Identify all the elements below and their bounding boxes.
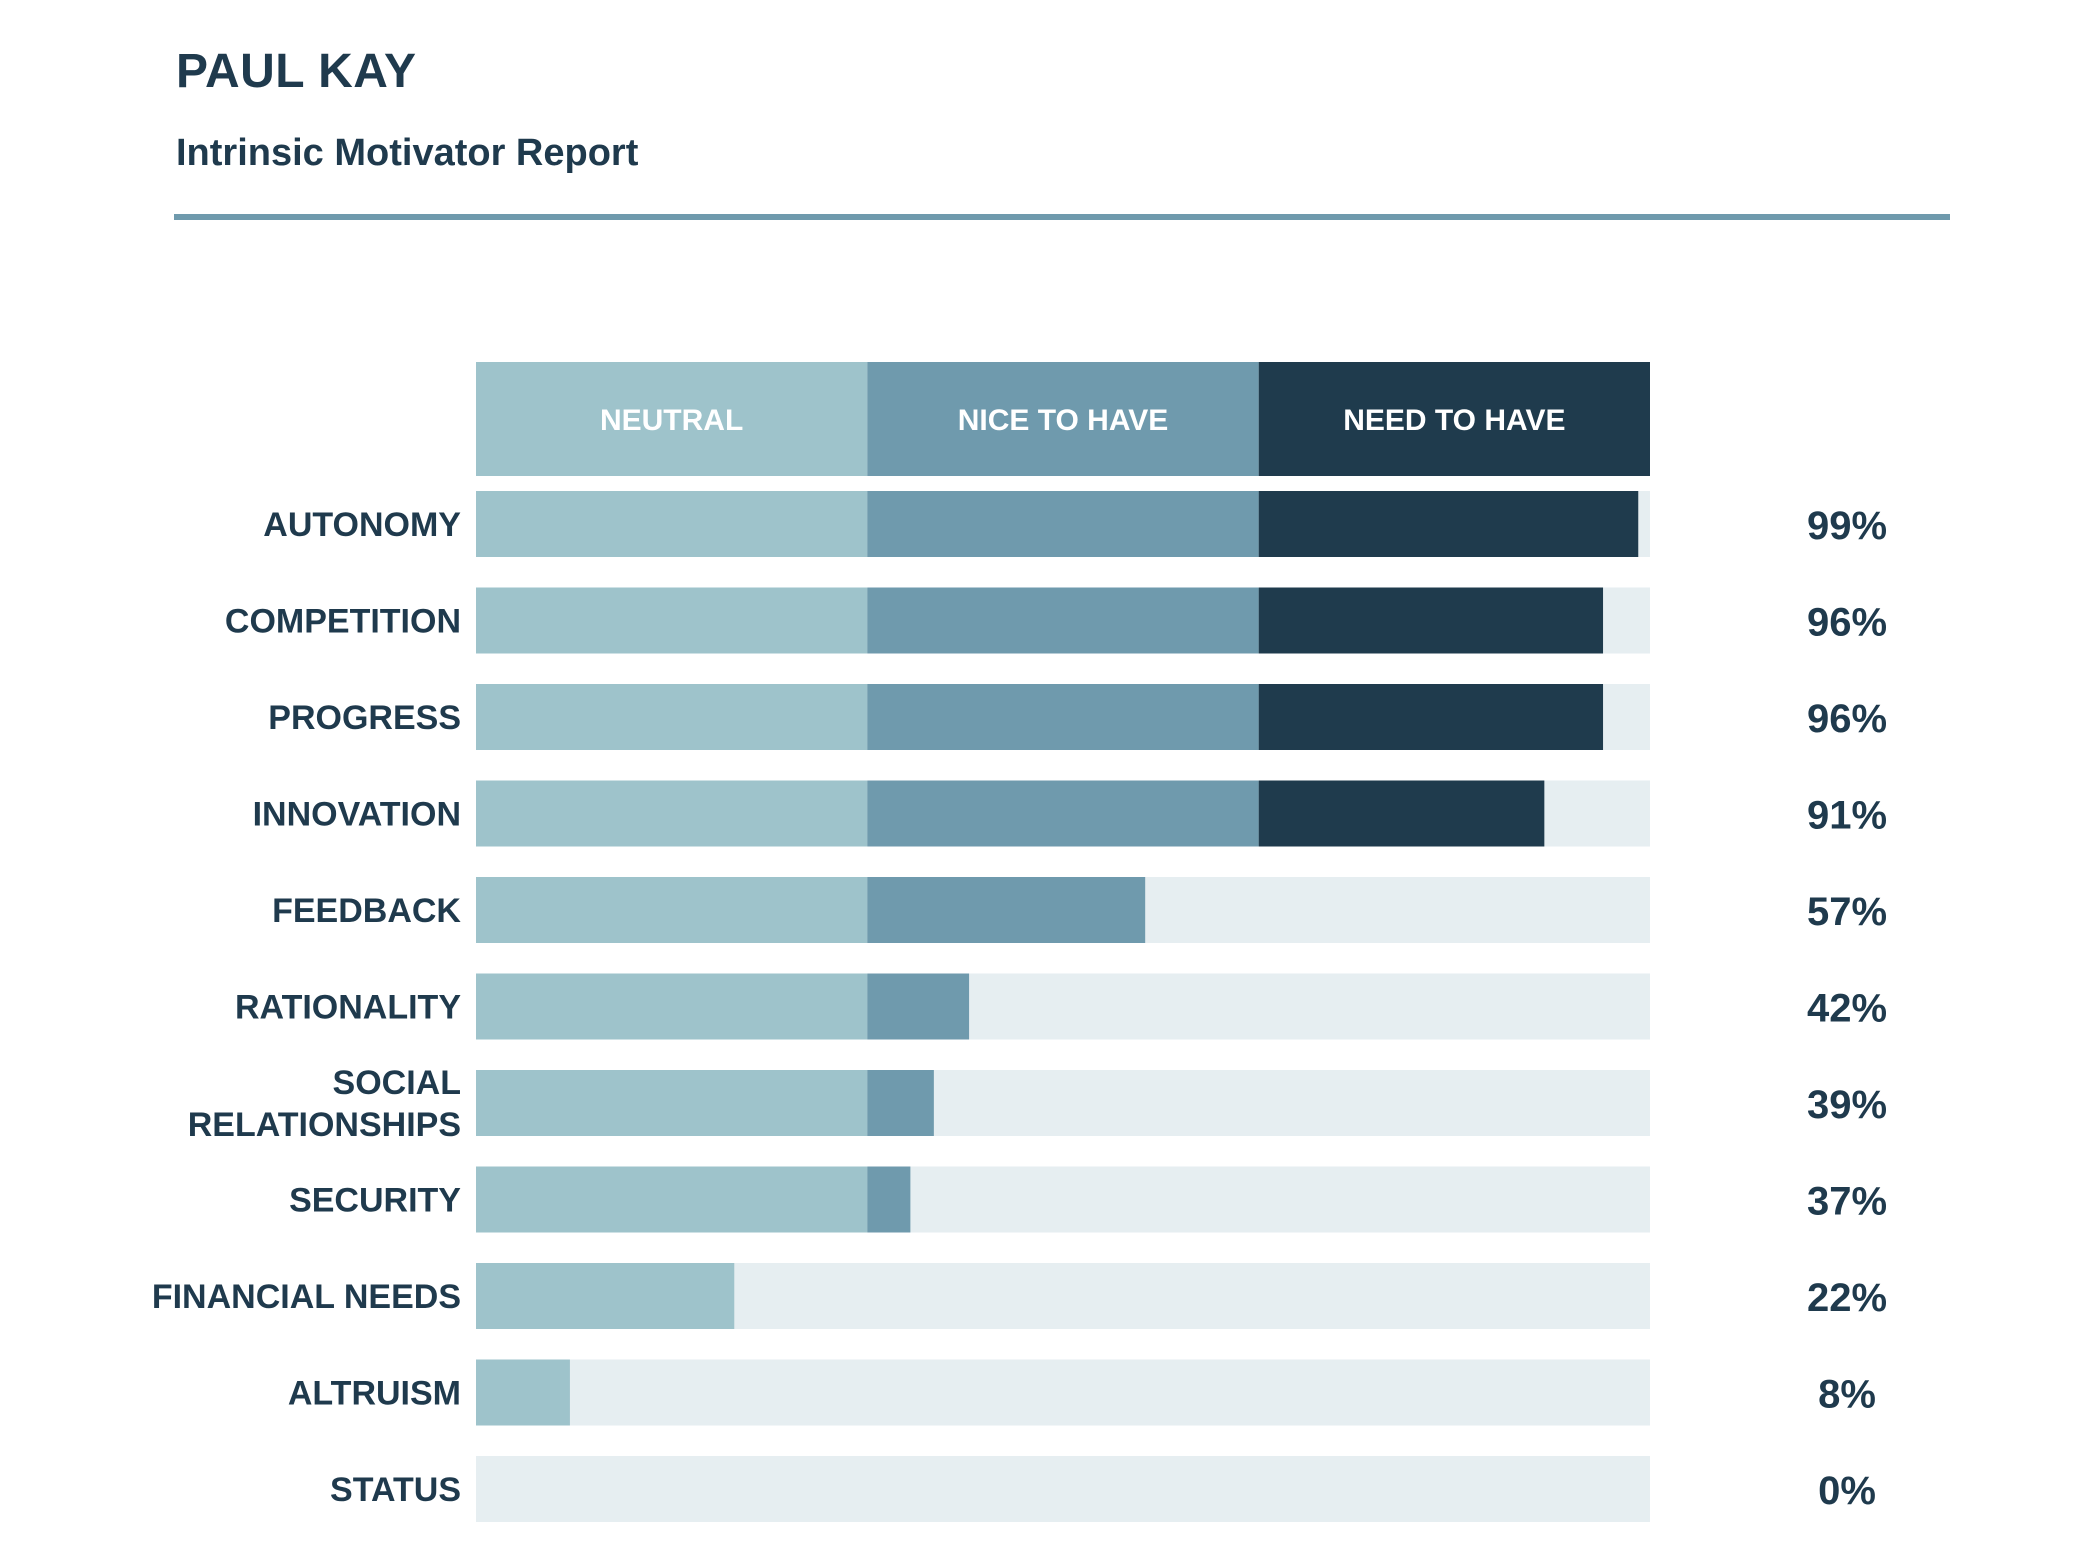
- bar-segment: [867, 684, 1259, 750]
- category-label: FINANCIAL NEEDS: [152, 1278, 461, 1316]
- category-label-line: COMPETITION: [225, 603, 461, 641]
- bar-segment: [476, 1263, 735, 1329]
- category-label: FEEDBACK: [272, 892, 461, 930]
- category-label-line: PROGRESS: [268, 699, 461, 737]
- category-label: STATUS: [330, 1471, 461, 1509]
- bar-segment: [867, 877, 1146, 943]
- category-label-line: FINANCIAL NEEDS: [152, 1278, 461, 1316]
- band-label-neutral: NEUTRAL: [600, 404, 743, 437]
- bar-segment: [476, 684, 868, 750]
- bar-segment: [867, 780, 1259, 847]
- report-title: PAUL KAY: [176, 45, 417, 98]
- bar-segment: [476, 973, 868, 1040]
- header-divider: [174, 214, 1950, 220]
- bar-segment: [867, 973, 970, 1040]
- bar-segment: [476, 1359, 570, 1426]
- category-label-line: ALTRUISM: [288, 1375, 461, 1413]
- bar-segment: [476, 877, 868, 943]
- bar-segment: [867, 1070, 934, 1136]
- value-label: 91%: [1807, 794, 1887, 838]
- band-label-need-to-have: NEED TO HAVE: [1343, 404, 1565, 437]
- bar-segment: [476, 1070, 868, 1136]
- value-label: 96%: [1807, 601, 1887, 645]
- bar-segment: [867, 1166, 911, 1233]
- band-header-neutral: [476, 362, 868, 476]
- bar-segment: [476, 587, 868, 654]
- value-label: 42%: [1807, 987, 1887, 1031]
- bar-segment: [1258, 587, 1604, 654]
- bar-segment: [1258, 491, 1639, 557]
- category-label-line: STATUS: [330, 1471, 461, 1509]
- report-subtitle: Intrinsic Motivator Report: [176, 132, 639, 174]
- value-label: 8%: [1818, 1373, 1876, 1417]
- bar-segment: [1258, 780, 1545, 847]
- value-label: 39%: [1807, 1083, 1887, 1127]
- category-label: SOCIAL RELATIONSHIPS: [188, 1064, 461, 1144]
- category-label: ALTRUISM: [288, 1375, 461, 1413]
- value-label: 22%: [1807, 1276, 1887, 1320]
- category-label: COMPETITION: [225, 603, 461, 641]
- value-label: 99%: [1807, 504, 1887, 548]
- bar-segment: [1258, 684, 1604, 750]
- category-label-line: RELATIONSHIPS: [188, 1106, 461, 1144]
- bar-segment: [476, 1166, 868, 1233]
- category-label-line: SOCIAL: [333, 1064, 461, 1102]
- category-label: PROGRESS: [268, 699, 461, 737]
- category-label: INNOVATION: [253, 796, 461, 834]
- category-label: AUTONOMY: [263, 506, 461, 544]
- category-label: SECURITY: [289, 1182, 461, 1220]
- value-label: 0%: [1818, 1469, 1876, 1513]
- bar-segment: [476, 780, 868, 847]
- bar-segment: [867, 587, 1259, 654]
- value-label: 37%: [1807, 1180, 1887, 1224]
- bar-segment: [867, 491, 1259, 557]
- category-label-line: INNOVATION: [253, 796, 461, 834]
- category-label-line: AUTONOMY: [263, 506, 461, 544]
- bar-segment: [476, 491, 868, 557]
- category-label-line: FEEDBACK: [272, 892, 461, 930]
- value-label: 96%: [1807, 697, 1887, 741]
- band-header-need-to-have: [1258, 362, 1650, 476]
- band-header-nice-to-have: [867, 362, 1259, 476]
- bar-track: [476, 1359, 1650, 1426]
- category-label-line: RATIONALITY: [235, 989, 461, 1027]
- bar-track: [476, 1456, 1650, 1522]
- category-label-line: SECURITY: [289, 1182, 461, 1220]
- value-label: 57%: [1807, 890, 1887, 934]
- category-label: RATIONALITY: [235, 989, 461, 1027]
- band-label-nice-to-have: NICE TO HAVE: [958, 404, 1169, 437]
